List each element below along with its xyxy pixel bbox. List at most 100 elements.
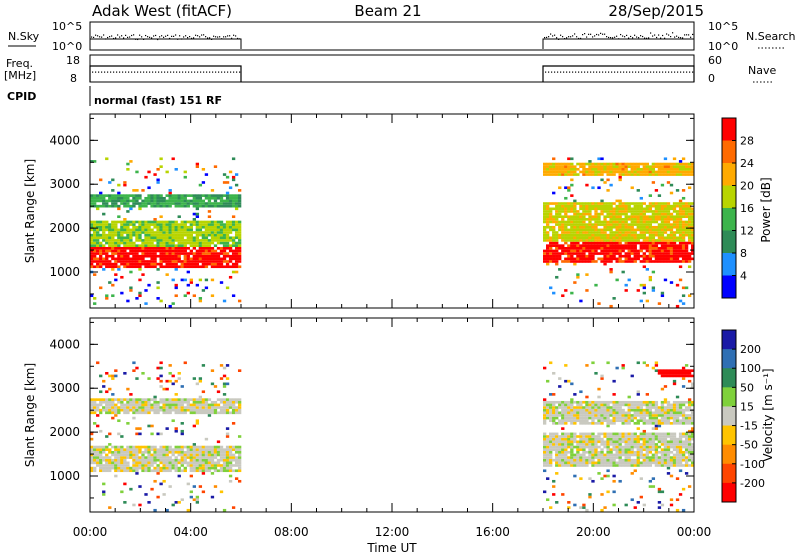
power-cell	[237, 228, 242, 232]
power-cell	[216, 220, 221, 224]
power-cell	[93, 196, 97, 200]
velocity-cell	[690, 400, 695, 404]
power-cell	[228, 246, 233, 250]
power-cell	[624, 289, 628, 292]
velocity-cell	[201, 450, 206, 454]
velocity-cell	[102, 379, 106, 383]
velocity-cell	[153, 466, 157, 470]
power-cell	[666, 236, 671, 240]
velocity-cell	[564, 403, 568, 407]
power-cell	[672, 257, 677, 261]
velocity-cell	[237, 406, 242, 409]
velocity-cell	[564, 443, 568, 446]
power-cell	[684, 167, 689, 171]
velocity-cell	[174, 464, 178, 467]
velocity-cell	[684, 422, 689, 425]
power-cell	[210, 239, 215, 242]
power-cell	[558, 215, 562, 219]
nave-point	[551, 71, 553, 73]
power-cell	[636, 223, 640, 226]
velocity-cell	[234, 400, 239, 404]
power-cell	[633, 239, 637, 242]
velocity-cell	[132, 458, 136, 462]
power-cell	[609, 241, 613, 245]
power-cell	[558, 223, 562, 226]
power-cell	[114, 196, 118, 200]
velocity-cell	[561, 435, 565, 438]
power-cell	[594, 236, 598, 240]
power-cell	[660, 257, 665, 261]
velocity-cell	[552, 393, 556, 396]
velocity-cell	[669, 464, 674, 467]
noise-search-point	[105, 38, 107, 40]
power-cell	[612, 170, 616, 174]
power-cell	[672, 215, 677, 219]
power-cell	[207, 239, 212, 242]
power-cell	[648, 218, 653, 221]
velocity-cell	[237, 461, 242, 465]
power-cell	[597, 173, 601, 176]
velocity-cell	[651, 416, 656, 420]
velocity-cell	[150, 487, 154, 491]
power-cell	[114, 249, 118, 253]
power-cell	[666, 223, 671, 226]
power-cell	[648, 278, 653, 282]
velocity-cell	[183, 453, 187, 457]
velocity-cell	[180, 456, 184, 459]
velocity-cell	[639, 477, 643, 480]
power-cell	[177, 194, 181, 197]
velocity-cell	[594, 371, 598, 375]
power-cell	[99, 246, 103, 250]
velocity-cell	[198, 395, 203, 399]
velocity-cell	[636, 419, 640, 423]
velocity-cell	[228, 469, 233, 473]
velocity-cell	[636, 456, 640, 459]
power-cell	[234, 207, 239, 211]
power-cell	[231, 270, 236, 274]
velocity-cell	[567, 435, 571, 438]
velocity-cell	[195, 495, 200, 499]
power-cell	[231, 254, 236, 258]
power-cell	[114, 231, 118, 234]
power-cell	[645, 225, 649, 229]
power-cell	[144, 225, 148, 229]
velocity-cell	[129, 448, 133, 451]
velocity-cell	[636, 461, 640, 465]
power-cell	[195, 249, 200, 253]
power-cell	[564, 210, 568, 213]
power-cell	[183, 246, 187, 250]
power-cell	[231, 249, 236, 253]
power-cell	[648, 204, 653, 208]
velocity-cell	[207, 406, 212, 409]
velocity-cell	[546, 461, 550, 465]
velocity-cell	[612, 474, 616, 478]
velocity-cell	[684, 374, 689, 378]
power-cell	[228, 239, 233, 242]
power-cell	[624, 225, 628, 229]
velocity-cell	[690, 385, 695, 388]
velocity-cell	[147, 400, 151, 404]
power-cell	[99, 199, 103, 203]
power-cell	[666, 162, 671, 166]
velocity-cell	[627, 456, 631, 459]
power-cell	[663, 228, 668, 232]
velocity-cell	[549, 440, 553, 444]
velocity-cell	[669, 369, 674, 372]
power-cell	[573, 249, 577, 253]
power-cell	[561, 244, 565, 247]
velocity-cell	[210, 495, 215, 499]
velocity-cell	[102, 400, 106, 404]
power-cell	[666, 257, 671, 261]
velocity-cell	[231, 464, 236, 467]
velocity-cell	[237, 479, 242, 483]
power-cell	[165, 220, 169, 224]
power-cell	[192, 218, 196, 221]
power-cell	[606, 207, 610, 211]
velocity-cell	[663, 414, 668, 417]
power-cell	[681, 196, 686, 200]
velocity-cell	[147, 408, 151, 412]
nave-point	[638, 71, 640, 73]
velocity-cell	[204, 458, 209, 462]
power-cell	[129, 244, 133, 247]
power-cell	[177, 223, 181, 226]
